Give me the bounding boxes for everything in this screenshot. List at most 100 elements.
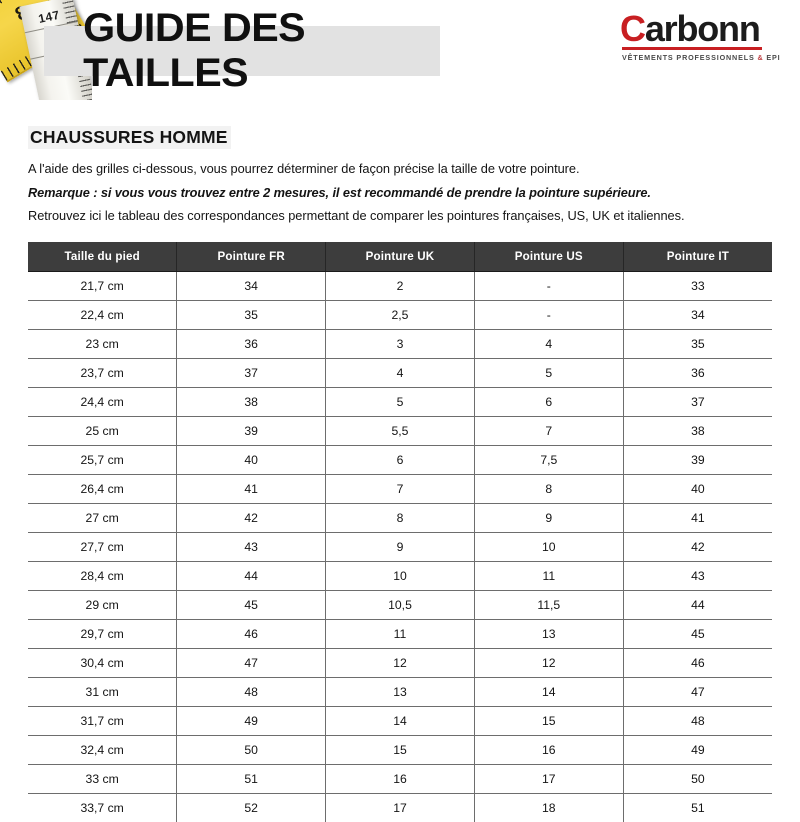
intro-paragraph-1: A l'aide des grilles ci-dessous, vous po… <box>28 161 580 176</box>
table-cell-size: 7 <box>474 416 624 447</box>
table-cell-size: 34 <box>623 300 772 331</box>
table-cell-size: 45 <box>623 619 772 650</box>
table-cell-foot-length: 26,4 cm <box>28 474 178 505</box>
table-cell-size: 18 <box>474 793 624 822</box>
table-cell-size: 36 <box>176 329 327 360</box>
table-cell-size: 10,5 <box>325 590 475 621</box>
table-row: 22,4 cm 35 2,5-34 <box>28 300 772 331</box>
table-row: 23,7 cm 37 4 5 36 <box>28 358 772 389</box>
table-cell-size: 39 <box>176 416 327 447</box>
table-cell-size: 49 <box>623 735 772 766</box>
table-cell-foot-length: 29,7 cm <box>28 619 178 650</box>
page-title: GUIDE DES TAILLES <box>83 6 306 95</box>
intro-section: CHAUSSURES HOMME A l'aide des grilles ci… <box>0 108 800 224</box>
table-cell-size: 14 <box>474 677 624 708</box>
table-cell-size: 14 <box>325 706 475 737</box>
table-cell-size: 44 <box>623 590 772 621</box>
table-cell-size: 17 <box>325 793 475 822</box>
table-cell-foot-length: 31 cm <box>28 677 178 708</box>
table-cell-size: 47 <box>623 677 772 708</box>
table-row: 24,4 cm 38 5 6 37 <box>28 387 772 418</box>
brand-name-rest: arbonn <box>644 8 761 49</box>
table-row: 26,4 cm 41 7 8 40 <box>28 474 772 505</box>
table-row: 29,7 cm 46 11 13 45 <box>28 619 772 650</box>
table-cell-size: 42 <box>623 532 772 563</box>
table-cell-size: 15 <box>474 706 624 737</box>
table-cell-size: 46 <box>623 648 772 679</box>
table-cell-size: 42 <box>176 503 327 534</box>
table-column-header: Pointure US <box>474 242 624 273</box>
table-row: 23 cm 36 3 4 35 <box>28 329 772 360</box>
table-cell-size: 10 <box>474 532 624 563</box>
table-cell-size: 43 <box>623 561 772 592</box>
table-cell-size: 6 <box>325 445 475 476</box>
table-cell-size: 37 <box>176 358 327 389</box>
table-cell-foot-length: 33,7 cm <box>28 793 178 822</box>
brand-initial: C <box>620 8 646 49</box>
table-column-header: Taille du pied <box>28 242 178 273</box>
table-cell-size: 11 <box>325 619 475 650</box>
table-cell-size: 12 <box>325 648 475 679</box>
table-cell-size: 5,5 <box>325 416 475 447</box>
table-cell-size: 38 <box>176 387 327 418</box>
table-row: 31,7 cm 49 14 15 48 <box>28 706 772 737</box>
brand-tagline-before: VÊTEMENTS PROFESSIONNELS <box>622 52 758 62</box>
table-row: 28,4 cm 44 10 11 43 <box>28 561 772 592</box>
tape-number: 7 <box>0 18 6 43</box>
table-cell-foot-length: 23,7 cm <box>28 358 178 389</box>
table-body: 21,7 cm 34 2-33 22,4 cm 35 2,5-34 23 cm 36 3 4 35 2… <box>28 271 772 822</box>
table-cell-foot-length: 29 cm <box>28 590 178 621</box>
table-cell-foot-length: 31,7 cm <box>28 706 178 737</box>
table-cell-size: 11,5 <box>474 590 624 621</box>
brand-underline <box>622 47 762 50</box>
table-cell-size: 37 <box>623 387 772 418</box>
table-cell-size: 3 <box>325 329 475 360</box>
section-heading: CHAUSSURES HOMME <box>28 126 231 149</box>
page-header: 7 8 9 147 148 149 GUIDE DES TAILLES Carb… <box>0 0 800 108</box>
table-cell-foot-length: 27,7 cm <box>28 532 178 563</box>
table-cell-size: 10 <box>325 561 475 592</box>
table-cell-size: 11 <box>474 561 624 592</box>
table-row: 32,4 cm 50 15 16 49 <box>28 735 772 766</box>
intro-paragraph-2: Retrouvez ici le tableau des corresponda… <box>28 208 685 224</box>
table-cell-foot-length: 28,4 cm <box>28 561 178 592</box>
table-cell-size: 4 <box>325 358 475 389</box>
size-table-container: Taille du pied Pointure FR Pointure UK Poin… <box>0 242 800 822</box>
brand-tagline-ampersand: & <box>757 52 764 62</box>
table-cell-size: 52 <box>176 793 327 822</box>
table-cell-size: 40 <box>176 445 327 476</box>
table-row: 33 cm 51 16 17 50 <box>28 764 772 795</box>
table-cell-foot-length: 25,7 cm <box>28 445 178 476</box>
table-cell-size: 6 <box>474 387 624 418</box>
page-title-banner: GUIDE DES TAILLES <box>44 6 440 95</box>
table-cell-size: 51 <box>176 764 327 795</box>
table-cell-size: 48 <box>176 677 327 708</box>
brand-name: Carbonn <box>620 11 772 47</box>
table-cell-size: - <box>474 271 624 302</box>
table-cell-size: 16 <box>474 735 624 766</box>
table-cell-size: 4 <box>474 329 624 360</box>
table-row: 21,7 cm 34 2-33 <box>28 271 772 302</box>
table-cell-size: 7 <box>325 474 475 505</box>
table-cell-size: 13 <box>325 677 475 708</box>
table-row: 29 cm 45 10,5 11,5 44 <box>28 590 772 621</box>
table-cell-size: 48 <box>623 706 772 737</box>
table-cell-size: 50 <box>623 764 772 795</box>
table-cell-size: 49 <box>176 706 327 737</box>
table-cell-size: 9 <box>325 532 475 563</box>
table-cell-foot-length: 22,4 cm <box>28 300 178 331</box>
table-column-header: Pointure UK <box>325 242 475 273</box>
table-cell-size: 51 <box>623 793 772 822</box>
table-cell-size: 8 <box>474 474 624 505</box>
table-cell-foot-length: 33 cm <box>28 764 178 795</box>
table-cell-size: 47 <box>176 648 327 679</box>
table-cell-size: - <box>474 300 624 331</box>
table-cell-size: 35 <box>176 300 327 331</box>
table-cell-size: 33 <box>623 271 772 302</box>
table-cell-size: 15 <box>325 735 475 766</box>
table-cell-size: 2,5 <box>325 300 475 331</box>
table-cell-foot-length: 30,4 cm <box>28 648 178 679</box>
table-cell-size: 46 <box>176 619 327 650</box>
table-row: 30,4 cm 47 12 12 46 <box>28 648 772 679</box>
intro-note: Remarque : si vous vous trouvez entre 2 … <box>28 184 651 200</box>
